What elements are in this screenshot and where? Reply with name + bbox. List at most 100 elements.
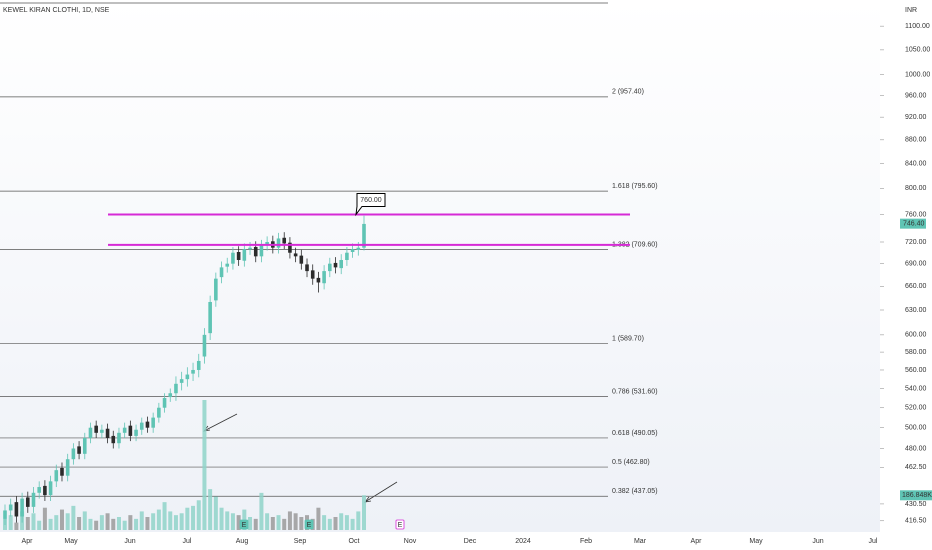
candle-body [202,334,207,357]
y-tick-label: 1000.00 [905,72,930,79]
volume-bar [122,520,127,530]
x-tick-label: Jul [869,538,878,545]
volume-bar [82,511,87,530]
volume-bar [333,517,338,530]
y-tick-label: 630.00 [905,307,927,314]
candle-body [231,252,235,264]
x-tick-label: May [64,538,78,545]
volume-bar [116,517,121,530]
volume-tag [900,490,932,501]
volume-bar [362,495,366,530]
candle-body [185,374,190,380]
candle-body [316,277,321,283]
candle-body [179,379,184,383]
volume-bar [248,517,253,530]
x-tick-label: Jul [183,538,192,545]
y-tick-label: 760.00 [905,211,927,218]
candle-body [128,425,133,436]
arrow [203,413,238,432]
volume-bar [151,513,156,530]
volume-bar [265,513,270,530]
volume-bar [191,505,196,530]
volume-bar [270,517,275,530]
volume-bar [327,518,332,530]
x-tick-label: Jun [812,538,823,545]
volume-tag-label: 186.848K [902,492,932,499]
volume-bar [344,515,349,530]
price-tag-label: 746.40 [903,221,925,228]
candle-body [162,398,167,408]
callout-label: 760.00 [360,197,382,204]
candle-body [145,421,150,428]
candle-body [345,252,349,260]
chart-title: KEWEL KIRAN CLOTHI, 1D, NSE [3,7,110,14]
volume-bar [88,518,93,530]
fib-label: 0.382 (437.05) [612,488,658,495]
y-tick-label: 462.50 [905,464,927,471]
volume-bar [37,520,42,530]
volume-bar [350,518,355,530]
volume-bar [139,511,144,530]
event-marker-label: E [398,522,403,529]
candle-body [174,383,178,394]
candle-body [60,467,64,476]
volume-bar [105,513,110,530]
x-tick-label: Oct [349,538,360,545]
y-tick-label: 580.00 [905,349,927,356]
fib-label: 1.618 (795.60) [612,183,658,190]
candle-body [282,237,287,244]
candle-body [236,251,241,260]
candle-body [168,393,173,398]
volume-bar [77,517,82,530]
x-tick-label: Mar [634,538,647,545]
volume-bar [293,513,298,530]
plot-area [0,0,880,532]
candle-body [299,255,304,264]
y-tick-label: 540.00 [905,385,927,392]
candle-body [48,481,53,496]
volume-bar [145,517,150,530]
x-tick-label: Nov [404,538,417,545]
candle-body [8,504,13,511]
volume-bar [134,518,139,530]
volume-bar [225,511,230,530]
candle-body [242,249,247,261]
event-marker-label: E [307,522,312,529]
candle-body [259,245,264,257]
candle-body [288,242,292,253]
event-marker [304,519,314,530]
candle-body [111,435,116,444]
volume-bar [54,515,59,530]
candle-body [151,417,155,428]
y-tick-label: 500.00 [905,425,927,432]
volume-bar [42,507,47,530]
candle-body [43,485,47,496]
volume-bar [111,518,116,530]
arrow [364,481,398,503]
candle-body [208,301,212,334]
volume-bar [25,517,30,530]
candle-body [310,270,315,279]
x-tick-label: Jun [124,538,135,545]
y-tick-label: 600.00 [905,332,927,339]
volume-bar [196,500,201,530]
event-marker [395,519,405,530]
price-tag [900,218,926,229]
volume-bar [236,515,241,530]
volume-bar [339,513,344,530]
volume-bar [259,492,264,530]
candle-body [253,246,258,257]
volume-bar [156,509,161,530]
volume-bar [128,515,133,530]
candle-body [25,497,30,507]
volume-bar [230,513,235,530]
fib-label: 0.618 (490.05) [612,430,658,437]
y-tick-label: 660.00 [905,283,927,290]
candle-body [328,263,332,272]
candle-body [117,432,121,444]
y-tick-label: 430.50 [905,501,927,508]
y-tick-label: 416.50 [905,518,927,525]
volume-bar [299,517,304,530]
candle-body [14,502,19,517]
candle-body [356,247,361,250]
